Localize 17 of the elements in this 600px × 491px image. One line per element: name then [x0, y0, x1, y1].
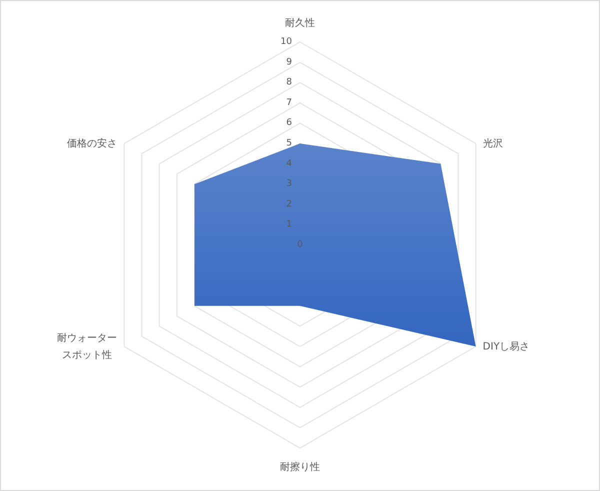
- spoke-label: 光沢: [482, 138, 503, 149]
- y-tick-label: 1: [286, 220, 292, 230]
- spoke-label: 価格の安さ: [67, 138, 118, 149]
- y-tick-label: 4: [286, 158, 292, 169]
- y-tick-label: 10: [280, 37, 292, 47]
- y-tick-label: 3: [286, 179, 292, 190]
- y-tick-label: 2: [286, 199, 292, 210]
- spoke-label: 耐ウォータースポット性: [57, 332, 118, 360]
- y-tick-label: 7: [286, 98, 292, 108]
- spoke-label: 耐擦り性: [280, 462, 320, 472]
- y-tick-label: 8: [286, 78, 292, 88]
- y-tick-label: 5: [286, 138, 292, 148]
- y-tick-label: 6: [286, 118, 292, 128]
- y-tick-label: 9: [286, 57, 292, 68]
- spoke-label: 耐久性: [285, 18, 315, 28]
- spoke-label: DIYし易さ: [482, 341, 530, 352]
- y-tick-label: 0: [297, 240, 303, 250]
